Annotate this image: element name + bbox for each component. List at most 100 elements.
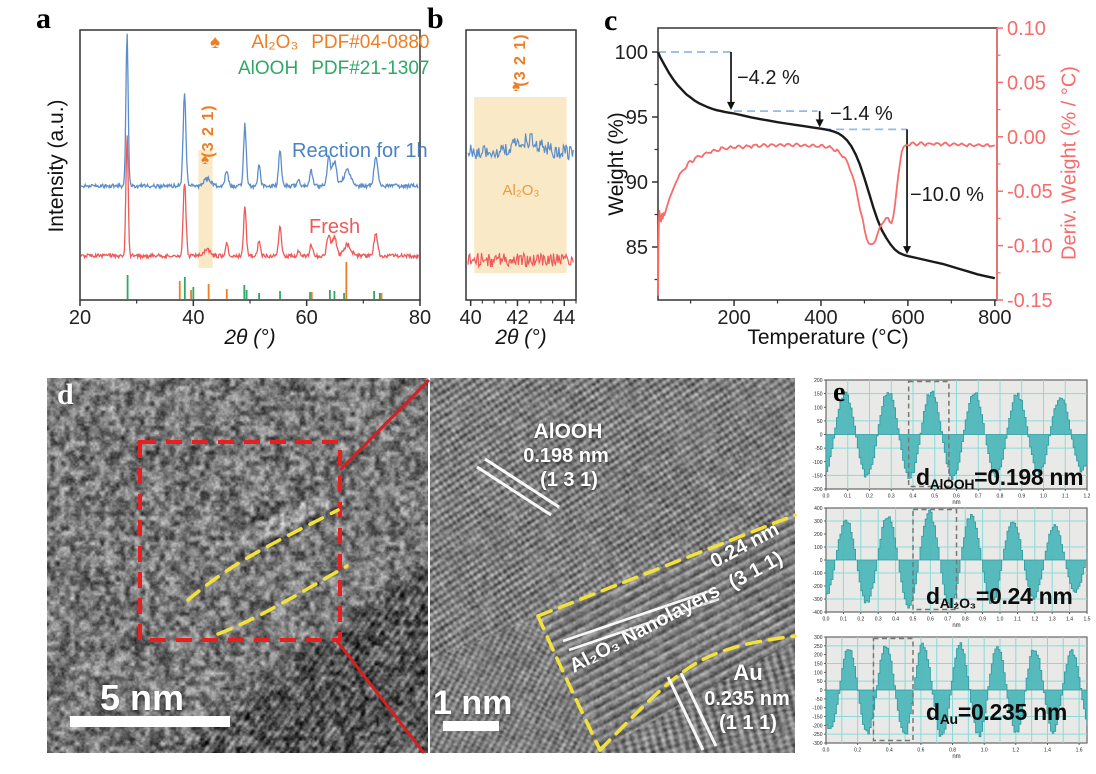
alooh-spacing-label: 0.198 nm (523, 445, 609, 467)
svg-text:0.8: 0.8 (949, 748, 956, 754)
svg-text:0.7: 0.7 (975, 494, 982, 500)
svg-text:600: 600 (891, 307, 924, 329)
svg-text:-200: -200 (812, 723, 822, 729)
panel-letter-a: a (36, 2, 51, 35)
svg-text:0.9: 0.9 (979, 617, 986, 623)
svg-text:800: 800 (978, 307, 1011, 329)
svg-text:1.5: 1.5 (1084, 617, 1091, 623)
svg-text:44: 44 (553, 307, 575, 329)
svg-text:0: 0 (820, 433, 823, 439)
svg-text:1.2: 1.2 (1012, 748, 1019, 754)
svg-text:42: 42 (506, 307, 528, 329)
svg-text:1.2: 1.2 (1084, 494, 1091, 500)
svg-text:250: 250 (814, 644, 823, 650)
svg-text:-0.15: -0.15 (1007, 290, 1053, 312)
tga-ylabel-right: Deriv. Weight (% / °C) (1058, 66, 1081, 260)
svg-text:100: 100 (814, 670, 823, 676)
svg-text:150: 150 (814, 392, 823, 398)
svg-text:0.5: 0.5 (910, 617, 917, 623)
svg-text:0.2: 0.2 (854, 748, 861, 754)
svg-text:-100: -100 (812, 460, 822, 466)
svg-text:200: 200 (814, 532, 823, 538)
svg-text:300: 300 (814, 635, 823, 641)
panel-letter-d: d (57, 378, 74, 411)
svg-text:40: 40 (182, 307, 204, 329)
svg-text:400: 400 (814, 506, 823, 512)
svg-text:80: 80 (409, 307, 431, 329)
svg-text:0: 0 (820, 688, 823, 694)
svg-text:-250: -250 (812, 732, 822, 738)
panel-letter-e: e (833, 377, 846, 408)
svg-text:0.1: 0.1 (840, 617, 847, 623)
svg-text:-400: -400 (812, 610, 822, 616)
svg-text:0.3: 0.3 (888, 494, 895, 500)
al2o3-marker-icon: ♠ (209, 32, 221, 53)
svg-text:1.6: 1.6 (1076, 748, 1083, 754)
svg-text:-300: -300 (812, 741, 822, 747)
loss-label-1: −4.2 % (737, 67, 800, 89)
band-al2o3-label: Al₂O₃ (502, 182, 540, 199)
svg-text:-300: -300 (812, 597, 822, 603)
svg-text:0.4: 0.4 (910, 494, 917, 500)
svg-text:0.8: 0.8 (997, 494, 1004, 500)
svg-text:0.8: 0.8 (962, 617, 969, 623)
loss-label-2: −1.4 % (830, 103, 893, 125)
svg-text:0.1: 0.1 (844, 494, 851, 500)
curve-label-fresh: Fresh (309, 216, 361, 238)
svg-text:200: 200 (717, 307, 750, 329)
svg-text:0.0: 0.0 (823, 748, 830, 754)
svg-text:0.0: 0.0 (823, 494, 830, 500)
svg-text:nm: nm (952, 623, 960, 629)
svg-text:-50: -50 (815, 697, 822, 703)
svg-text:-200: -200 (812, 584, 822, 590)
svg-text:1.4: 1.4 (1044, 748, 1051, 754)
xrd-ylabel: Intensity (a.u.) (45, 99, 68, 233)
svg-text:-50: -50 (815, 446, 822, 452)
svg-text:0.4: 0.4 (886, 748, 893, 754)
svg-text:1.4: 1.4 (1066, 617, 1073, 623)
svg-text:0.0: 0.0 (823, 617, 830, 623)
svg-text:0.6: 0.6 (953, 494, 960, 500)
hkl-321-label-a: (3 2 1) (200, 104, 217, 158)
svg-text:60: 60 (296, 307, 318, 329)
svg-text:0.00: 0.00 (1007, 127, 1046, 149)
svg-text:85: 85 (626, 237, 648, 259)
svg-text:0.6: 0.6 (917, 748, 924, 754)
dspacing-sub-1: AlOOH (929, 476, 975, 492)
legend-alooh-name: AlOOH (238, 57, 299, 79)
dspacing-label-al2o3: dAl₂O₃=0.24 nm (926, 583, 1073, 611)
scalebar-1nm-label: 1 nm (433, 684, 513, 722)
svg-text:100: 100 (814, 545, 823, 551)
svg-text:0.05: 0.05 (1007, 72, 1046, 94)
svg-text:1.0: 1.0 (981, 748, 988, 754)
svg-text:0.2: 0.2 (857, 617, 864, 623)
svg-text:0.9: 0.9 (1018, 494, 1025, 500)
au-hkl-label: (1 1 1) (719, 712, 777, 734)
dspacing-pre-3: d (926, 699, 940, 725)
svg-text:1.0: 1.0 (1040, 494, 1047, 500)
svg-text:0.7: 0.7 (944, 617, 951, 623)
svg-text:1.3: 1.3 (1049, 617, 1056, 623)
svg-text:1.2: 1.2 (1031, 617, 1038, 623)
svg-text:100: 100 (814, 405, 823, 411)
svg-text:200: 200 (814, 653, 823, 659)
scalebar-5nm-label: 5 nm (100, 677, 185, 718)
dspacing-label-alooh: dAlOOH=0.198 nm (916, 464, 1084, 492)
svg-text:-0.10: -0.10 (1007, 236, 1053, 258)
tga-ylabel-left: Weight (%) (605, 112, 628, 216)
svg-text:50: 50 (817, 679, 823, 685)
svg-text:-200: -200 (812, 487, 822, 493)
svg-text:nm: nm (952, 754, 960, 760)
xrd-zoom-xlabel: 2θ (°) (495, 326, 547, 349)
alooh-hkl-label: (1 3 1) (540, 469, 598, 491)
svg-text:-150: -150 (812, 715, 822, 721)
svg-text:0.5: 0.5 (931, 494, 938, 500)
dspacing-label-au: dAu=0.235 nm (926, 699, 1067, 727)
curve-label-reaction: Reaction for 1h (292, 140, 428, 162)
tem-image-right (430, 378, 795, 753)
svg-text:-0.05: -0.05 (1007, 181, 1053, 203)
xrd-xlabel: 2θ (°) (224, 326, 276, 349)
legend-alooh-pdf: PDF#21-1307 (311, 57, 430, 79)
spade-marker-icon-b: ♠ (512, 78, 520, 95)
